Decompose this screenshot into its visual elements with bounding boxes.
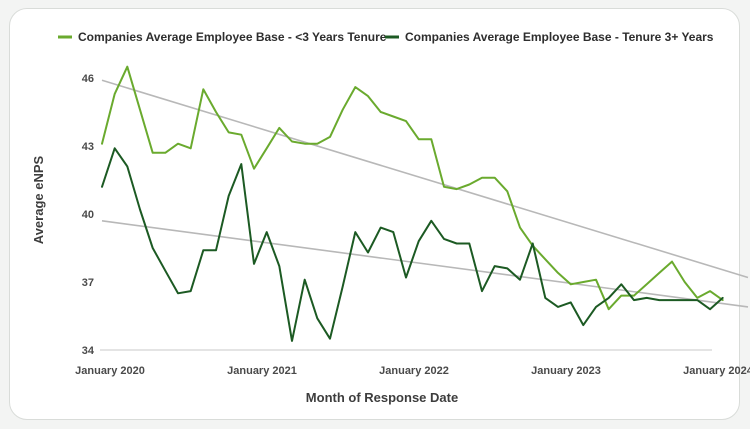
series-lines xyxy=(101,65,724,342)
x-axis: January 2020 January 2021 January 2022 Janu… xyxy=(75,349,750,377)
legend-label: Companies Average Employee Base - <3 Yea… xyxy=(78,30,387,44)
trendline xyxy=(101,220,749,308)
x-axis-title: Month of Response Date xyxy=(306,390,458,405)
chart-legend: Companies Average Employee Base - <3 Yea… xyxy=(58,30,714,44)
series-line-under-3-years xyxy=(101,65,724,311)
y-axis-title: Average eNPS xyxy=(31,155,46,244)
x-tick-label: January 2023 xyxy=(531,365,601,377)
y-tick-label: 46 xyxy=(82,73,94,85)
legend-label: Companies Average Employee Base - Tenure… xyxy=(405,30,714,44)
y-tick-label: 40 xyxy=(82,209,94,221)
x-tick-label: January 2024 xyxy=(683,365,750,377)
legend-item: Companies Average Employee Base - <3 Yea… xyxy=(58,30,387,44)
y-axis: 34 37 40 43 46 xyxy=(82,73,95,357)
legend-item: Companies Average Employee Base - Tenure… xyxy=(385,30,714,44)
trendline xyxy=(101,79,749,279)
y-tick-label: 34 xyxy=(82,345,95,357)
y-tick-label: 37 xyxy=(82,277,94,289)
x-tick-label: January 2021 xyxy=(227,365,297,377)
y-tick-label: 43 xyxy=(82,141,94,153)
trendlines xyxy=(101,79,749,308)
x-tick-label: January 2020 xyxy=(75,365,145,377)
x-tick-label: January 2022 xyxy=(379,365,449,377)
series-line-3-plus-years xyxy=(101,147,724,342)
